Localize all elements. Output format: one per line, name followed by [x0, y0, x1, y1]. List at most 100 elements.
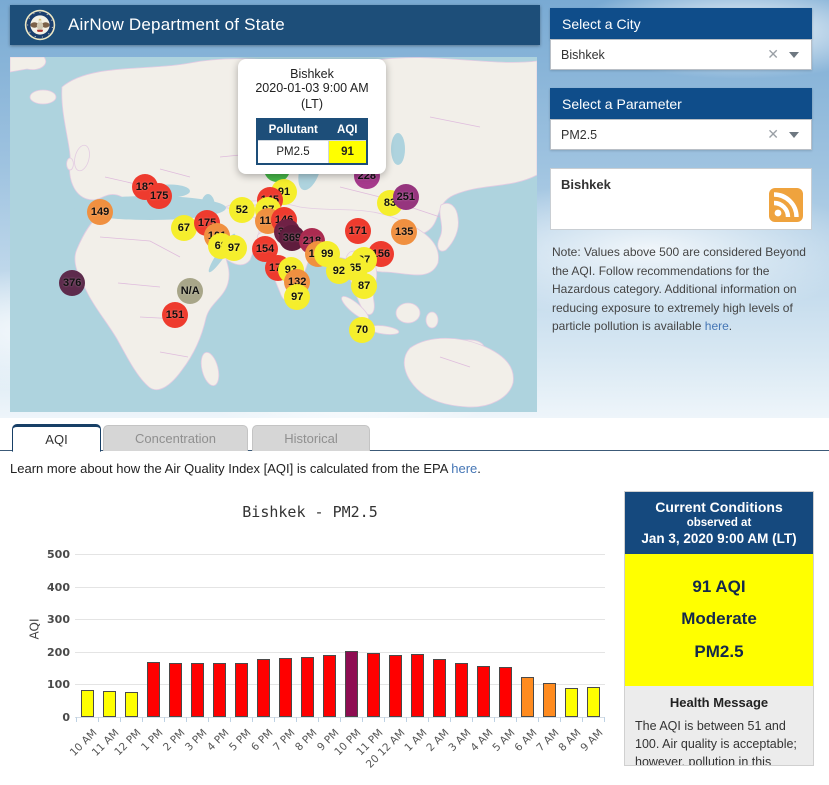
parameter-select[interactable]: PM2.5 ✕ [550, 119, 812, 150]
y-axis-tick-label: 500 [47, 548, 70, 561]
aqi-bar [542, 683, 556, 717]
health-message-text: The AQI is between 51 and 100. Air quali… [635, 718, 797, 765]
popup-pollutant-value: PM2.5 [256, 140, 330, 165]
aqi-bar [102, 691, 116, 717]
aqi-bar [586, 687, 600, 717]
health-message-title: Health Message [669, 694, 769, 710]
aqi-map-marker[interactable]: 97 [220, 234, 247, 261]
aqi-bar [300, 657, 314, 717]
note-suffix: . [728, 319, 733, 334]
city-clear-icon[interactable]: ✕ [767, 46, 779, 62]
aqi-pollutant: PM2.5 [694, 641, 744, 661]
current-conditions-header: Current Conditions observed at Jan 3, 20… [625, 492, 813, 554]
aqi-map-marker[interactable]: 52 [228, 197, 255, 224]
aqi-map-marker[interactable]: 251 [392, 184, 419, 211]
x-axis-tick-mark [406, 717, 407, 722]
app-title: AirNow Department of State [68, 15, 285, 34]
tab-historical[interactable]: Historical [252, 425, 370, 451]
aqi-bar [432, 659, 446, 717]
observed-datetime: Jan 3, 2020 9:00 AM (LT) [641, 531, 797, 546]
x-axis-tick-mark [604, 717, 605, 722]
aqi-bar [520, 677, 534, 717]
aqi-bar [564, 688, 578, 717]
city-select[interactable]: Bishkek ✕ [550, 39, 812, 70]
aqi-map-marker[interactable]: 171 [344, 217, 371, 244]
aqi-bar [278, 658, 292, 717]
chart-title: Bishkek - PM2.5 [242, 503, 378, 521]
aqi-bar [410, 654, 424, 717]
y-axis-tick-label: 200 [47, 645, 70, 659]
aqi-bar [322, 655, 336, 717]
aqi-value: 91 AQI [692, 577, 746, 596]
health-message-block: Health Message The AQI is between 51 and… [625, 685, 813, 765]
aqi-bar [212, 663, 226, 717]
tab-aqi[interactable]: AQI [12, 424, 101, 452]
aqi-map-marker[interactable]: 67 [170, 215, 197, 242]
popup-col-pollutant: Pollutant [257, 119, 329, 141]
rss-city-label: Bishkek [561, 177, 611, 192]
aqi-map-marker[interactable]: 97 [284, 283, 311, 310]
tabs-divider [0, 450, 829, 451]
select-city-header: Select a City [550, 8, 812, 39]
x-axis-tick-mark [186, 717, 187, 722]
current-conditions-title: Current Conditions [655, 499, 783, 515]
gridline [75, 651, 605, 653]
x-axis-tick-mark [318, 717, 319, 722]
popup-datetime: 2020-01-03 9:00 AM (LT) [255, 81, 369, 111]
app-header: AirNow Department of State [10, 5, 540, 45]
aqi-bar [476, 666, 490, 717]
aqi-map-marker[interactable]: N/A [177, 277, 204, 304]
learn-more-prefix: Learn more about how the Air Quality Ind… [10, 461, 452, 476]
x-axis-tick-mark [230, 717, 231, 722]
world-aqi-map[interactable]: 182175149376N/A1516717510168975291145971… [10, 57, 537, 412]
x-axis-tick-mark [98, 717, 99, 722]
aqi-bar-chart: Bishkek - PM2.5 AQI 10 AM 11 AM 12 PM 1 PM 2… [0, 490, 625, 771]
aqi-map-marker[interactable]: 87 [351, 272, 378, 299]
aqi-map-marker[interactable]: 175 [146, 183, 173, 210]
x-axis-tick-mark [274, 717, 275, 722]
aqi-summary-block: 91 AQI Moderate PM2.5 [625, 554, 813, 686]
popup-aqi-value: 91 [328, 140, 368, 165]
aqi-map-marker[interactable]: 376 [59, 269, 86, 296]
aqi-bar [234, 663, 248, 717]
aqi-bar [388, 655, 402, 717]
x-axis-tick-mark [538, 717, 539, 722]
learn-more-here-link[interactable]: here [451, 461, 478, 476]
rss-feed-icon[interactable] [769, 188, 803, 222]
aqi-bar [256, 659, 270, 717]
city-caret-icon[interactable] [789, 51, 799, 58]
map-popup: Bishkek 2020-01-03 9:00 AM (LT) Pollutan… [238, 59, 386, 175]
chart-plot-area: 10 AM 11 AM 12 PM 1 PM 2 PM 3 PM 4 PM 5 PM 6 PM 7… [68, 554, 605, 771]
parameter-clear-icon[interactable]: ✕ [767, 126, 779, 142]
rss-panel: Bishkek [550, 168, 812, 230]
x-axis-tick-mark [76, 717, 77, 722]
x-axis-tick-mark [252, 717, 253, 722]
note-here-link[interactable]: here [704, 319, 729, 334]
x-axis-tick-mark [428, 717, 429, 722]
aqi-map-marker[interactable]: 135 [391, 218, 418, 245]
x-axis-tick-mark [450, 717, 451, 722]
aqi-bar [498, 667, 512, 717]
aqi-map-marker[interactable]: 151 [161, 301, 188, 328]
learn-more-suffix: . [477, 461, 481, 476]
observed-at-label: observed at [686, 517, 752, 529]
current-conditions-panel: Current Conditions observed at Jan 3, 20… [625, 492, 813, 765]
y-axis-tick-label: 400 [47, 580, 70, 594]
y-axis-tick-label: 300 [47, 613, 70, 627]
x-axis-tick-mark [560, 717, 561, 722]
aqi-map-marker[interactable]: 70 [349, 316, 376, 343]
aqi-bar [80, 690, 94, 717]
learn-more-text: Learn more about how the Air Quality Ind… [10, 461, 481, 476]
x-axis-tick-mark [384, 717, 385, 722]
tab-concentration[interactable]: Concentration [103, 425, 248, 451]
x-axis-tick-mark [494, 717, 495, 722]
popup-table: Pollutant AQI PM2.5 91 [256, 118, 368, 166]
aqi-map-marker[interactable]: 92 [325, 257, 352, 284]
gridline [75, 684, 605, 686]
aqi-map-marker[interactable]: 149 [87, 199, 114, 226]
parameter-caret-icon[interactable] [789, 131, 799, 138]
x-axis-tick-mark [362, 717, 363, 722]
x-axis-tick-mark [164, 717, 165, 722]
popup-col-aqi: AQI [328, 119, 367, 141]
gridline [75, 619, 605, 621]
